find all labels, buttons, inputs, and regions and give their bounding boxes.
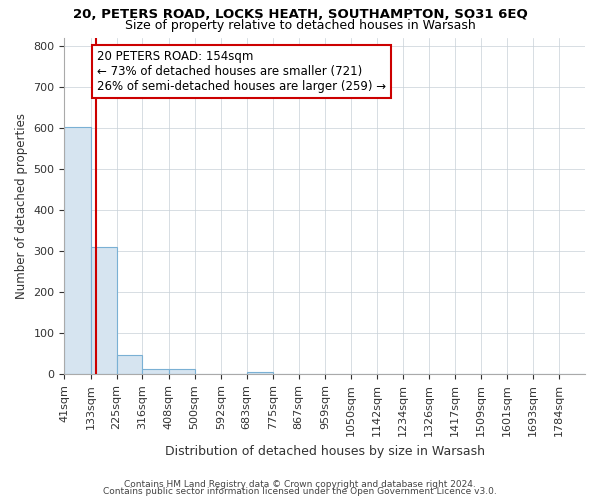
Bar	[247, 372, 272, 374]
Y-axis label: Number of detached properties: Number of detached properties	[15, 113, 28, 299]
Bar	[116, 355, 142, 374]
Bar	[91, 247, 116, 374]
Text: Contains public sector information licensed under the Open Government Licence v3: Contains public sector information licen…	[103, 487, 497, 496]
Text: 20 PETERS ROAD: 154sqm
← 73% of detached houses are smaller (721)
26% of semi-de: 20 PETERS ROAD: 154sqm ← 73% of detached…	[97, 50, 386, 93]
Text: Contains HM Land Registry data © Crown copyright and database right 2024.: Contains HM Land Registry data © Crown c…	[124, 480, 476, 489]
Bar	[169, 368, 194, 374]
Bar	[64, 126, 91, 374]
Text: Size of property relative to detached houses in Warsash: Size of property relative to detached ho…	[125, 18, 475, 32]
Text: 20, PETERS ROAD, LOCKS HEATH, SOUTHAMPTON, SO31 6EQ: 20, PETERS ROAD, LOCKS HEATH, SOUTHAMPTO…	[73, 8, 527, 20]
Bar	[142, 370, 169, 374]
X-axis label: Distribution of detached houses by size in Warsash: Distribution of detached houses by size …	[165, 444, 485, 458]
